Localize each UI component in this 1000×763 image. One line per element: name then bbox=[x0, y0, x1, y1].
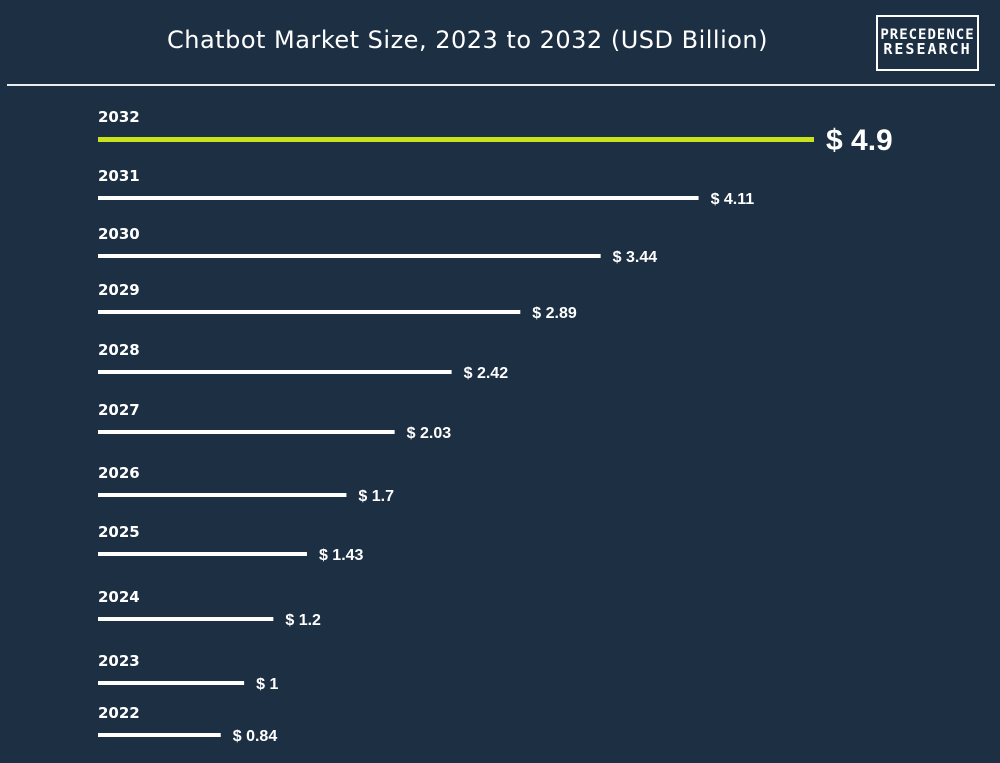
bar bbox=[98, 681, 245, 685]
value-label: $ 1.2 bbox=[285, 612, 321, 629]
bar bbox=[98, 254, 601, 258]
bar bbox=[98, 310, 521, 314]
logo-text-line1: PRECEDENCE bbox=[880, 26, 975, 43]
chart-title: Chatbot Market Size, 2023 to 2032 (USD B… bbox=[167, 26, 768, 54]
bar bbox=[98, 733, 221, 737]
year-label: 2026 bbox=[98, 464, 140, 482]
year-label: 2030 bbox=[98, 225, 140, 243]
value-label: $ 1.7 bbox=[358, 488, 394, 505]
value-label: $ 1.43 bbox=[319, 547, 364, 564]
year-label: 2031 bbox=[98, 167, 140, 185]
bar bbox=[98, 430, 395, 434]
header-divider bbox=[7, 84, 995, 86]
year-label: 2029 bbox=[98, 281, 140, 299]
bar bbox=[98, 493, 347, 497]
year-label: 2023 bbox=[98, 652, 140, 670]
value-label: $ 1 bbox=[256, 676, 278, 693]
value-label: $ 4.11 bbox=[711, 191, 755, 208]
value-label: $ 2.03 bbox=[407, 425, 452, 442]
value-label: $ 2.89 bbox=[532, 305, 577, 322]
year-label: 2022 bbox=[98, 704, 140, 722]
bar bbox=[98, 617, 274, 621]
year-label: 2028 bbox=[98, 341, 140, 359]
value-label: $ 4.9 bbox=[826, 124, 893, 157]
value-label: $ 2.42 bbox=[464, 365, 509, 382]
brand-logo: PRECEDENCE RESEARCH bbox=[876, 15, 979, 71]
bar bbox=[98, 196, 699, 200]
bar bbox=[98, 370, 452, 374]
bar bbox=[98, 552, 307, 556]
year-label: 2025 bbox=[98, 523, 140, 541]
bar bbox=[98, 137, 814, 142]
year-label: 2027 bbox=[98, 401, 140, 419]
value-label: $ 0.84 bbox=[233, 728, 278, 745]
year-label: 2024 bbox=[98, 588, 140, 606]
logo-text-line2: RESEARCH bbox=[883, 40, 972, 59]
year-label: 2032 bbox=[98, 108, 140, 126]
value-label: $ 3.44 bbox=[613, 249, 658, 266]
